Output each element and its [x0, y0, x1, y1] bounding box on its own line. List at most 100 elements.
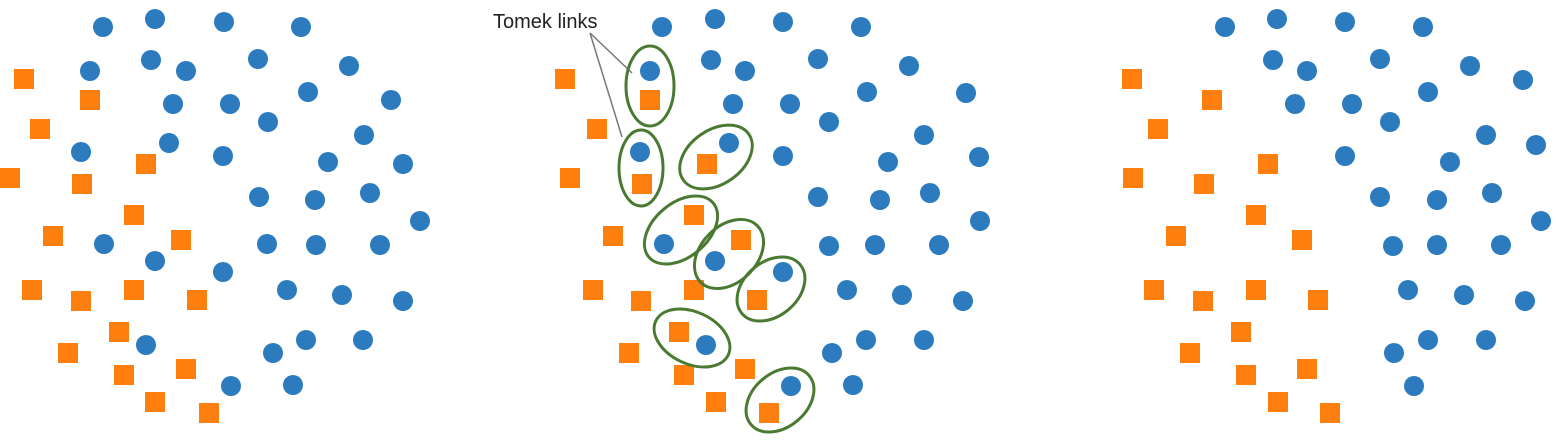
minority-square — [109, 322, 129, 342]
majority-dot — [857, 82, 877, 102]
minority-square — [1144, 280, 1164, 300]
majority-dot — [71, 142, 91, 162]
minority-square — [72, 174, 92, 194]
majority-dot — [393, 154, 413, 174]
majority-dot — [773, 12, 793, 32]
majority-dot — [1215, 17, 1235, 37]
majority-dot — [213, 146, 233, 166]
minority-square — [171, 230, 191, 250]
minority-square — [1292, 230, 1312, 250]
majority-dot — [1460, 56, 1480, 76]
minority-square — [43, 226, 63, 246]
minority-square — [14, 69, 34, 89]
majority-dot — [969, 147, 989, 167]
minority-square — [1308, 290, 1328, 310]
minority-square — [1202, 90, 1222, 110]
minority-square — [747, 290, 767, 310]
pointer-line — [589, 32, 633, 74]
majority-dot — [630, 142, 650, 162]
majority-dot — [892, 285, 912, 305]
majority-dot — [298, 82, 318, 102]
majority-dot — [221, 376, 241, 396]
majority-dot — [822, 343, 842, 363]
minority-square — [1123, 168, 1143, 188]
majority-dot — [291, 17, 311, 37]
minority-square — [199, 403, 219, 423]
majority-dot — [1384, 343, 1404, 363]
majority-dot — [213, 262, 233, 282]
minority-square — [674, 365, 694, 385]
majority-dot — [249, 187, 269, 207]
minority-square — [114, 365, 134, 385]
minority-square — [603, 226, 623, 246]
minority-square — [560, 168, 580, 188]
majority-dot — [163, 94, 183, 114]
minority-square — [735, 359, 755, 379]
minority-square — [1268, 392, 1288, 412]
majority-dot — [914, 125, 934, 145]
majority-dot — [870, 190, 890, 210]
majority-dot — [332, 285, 352, 305]
majority-dot — [780, 94, 800, 114]
majority-dot — [93, 17, 113, 37]
majority-dot — [1370, 49, 1390, 69]
panel-cleaned — [1122, 9, 1551, 423]
majority-dot — [1454, 285, 1474, 305]
minority-square — [1297, 359, 1317, 379]
majority-dot — [696, 335, 716, 355]
minority-square — [1166, 226, 1186, 246]
majority-dot — [283, 375, 303, 395]
minority-square — [22, 280, 42, 300]
majority-dot — [1476, 125, 1496, 145]
minority-square — [632, 174, 652, 194]
minority-square — [1246, 205, 1266, 225]
majority-dot — [723, 94, 743, 114]
majority-dot — [701, 50, 721, 70]
majority-dot — [851, 17, 871, 37]
pointer-line — [589, 32, 623, 138]
minority-square — [684, 205, 704, 225]
majority-dot — [145, 251, 165, 271]
majority-dot — [220, 94, 240, 114]
majority-dot — [773, 262, 793, 282]
majority-dot — [899, 56, 919, 76]
majority-dot — [1427, 190, 1447, 210]
tomek-link-ring — [744, 366, 816, 434]
majority-dot — [1263, 50, 1283, 70]
majority-dot — [318, 152, 338, 172]
majority-dot — [705, 251, 725, 271]
majority-dot — [277, 280, 297, 300]
majority-dot — [1297, 61, 1317, 81]
minority-square — [1258, 154, 1278, 174]
majority-dot — [145, 9, 165, 29]
majority-dot — [1370, 187, 1390, 207]
majority-dot — [306, 235, 326, 255]
minority-square — [1236, 365, 1256, 385]
minority-square — [555, 69, 575, 89]
minority-square — [124, 280, 144, 300]
minority-square — [1194, 174, 1214, 194]
majority-dot — [410, 211, 430, 231]
majority-dot — [781, 376, 801, 396]
majority-dot — [914, 330, 934, 350]
majority-dot — [1335, 146, 1355, 166]
majority-dot — [1342, 94, 1362, 114]
minority-square — [1180, 343, 1200, 363]
majority-dot — [1526, 135, 1546, 155]
majority-dot — [353, 330, 373, 350]
majority-dot — [1335, 12, 1355, 32]
majority-dot — [652, 17, 672, 37]
majority-dot — [1427, 235, 1447, 255]
tomek-link-ring — [617, 128, 665, 208]
minority-square — [684, 280, 704, 300]
minority-square — [1231, 322, 1251, 342]
majority-dot — [257, 234, 277, 254]
majority-dot — [1482, 183, 1502, 203]
minority-square — [587, 119, 607, 139]
majority-dot — [393, 291, 413, 311]
tomek-link-rings — [617, 44, 816, 434]
majority-dot — [1531, 211, 1551, 231]
minority-square — [619, 343, 639, 363]
majority-dot — [360, 183, 380, 203]
minority-square — [187, 290, 207, 310]
